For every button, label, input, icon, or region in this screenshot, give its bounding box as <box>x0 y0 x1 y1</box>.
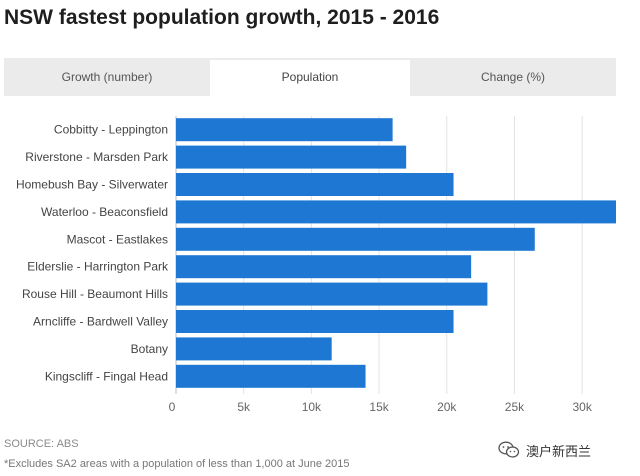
bar <box>176 337 332 361</box>
chart-title: NSW fastest population growth, 2015 - 20… <box>4 6 440 29</box>
bar-chart: Cobbitty - Leppington Riverstone - Marsde… <box>16 116 616 414</box>
category-label: Arncliffe - Bardwell Valley <box>33 315 168 329</box>
x-tick-label: 10k <box>302 400 322 414</box>
x-tick-label: 20k <box>437 400 457 414</box>
tab-population[interactable]: Population <box>210 60 410 96</box>
bar <box>176 364 366 388</box>
footnote: *Excludes SA2 areas with a population of… <box>4 458 350 470</box>
category-label: Cobbitty - Leppington <box>54 123 168 137</box>
category-label: Riverstone - Marsden Park <box>25 150 169 164</box>
category-label: Elderslie - Harrington Park <box>27 260 169 274</box>
x-tick-label: 0 <box>169 400 176 414</box>
watermark-text: 澳户新西兰 <box>526 444 592 460</box>
tab-growth-number[interactable]: Growth (number) <box>61 70 153 84</box>
bar <box>176 200 616 224</box>
tab-change-percent[interactable]: Change (%) <box>480 70 546 84</box>
bar <box>176 118 393 142</box>
x-tick-label: 30k <box>572 400 592 414</box>
category-label: Mascot - Eastlakes <box>67 232 168 246</box>
watermark: 澳户新西兰 <box>498 438 591 462</box>
bar <box>176 227 535 251</box>
bar <box>176 282 488 306</box>
category-label: Botany <box>131 342 168 356</box>
bar <box>176 255 472 279</box>
x-tick-label: 15k <box>369 400 389 414</box>
bar <box>176 310 454 333</box>
category-label: Rouse Hill - Beaumont Hills <box>22 287 168 301</box>
bar <box>176 173 454 196</box>
category-label: Kingscliff - Fingal Head <box>45 369 168 383</box>
tab-bar: Growth (number) Population Change (%) <box>4 58 616 96</box>
x-tick-label: 5k <box>237 400 251 414</box>
category-label: Homebush Bay - Silverwater <box>16 178 168 192</box>
bar <box>176 145 407 169</box>
x-tick-label: 25k <box>505 400 525 414</box>
source-note: SOURCE: ABS <box>4 438 79 450</box>
wechat-icon <box>498 441 520 458</box>
category-label: Waterloo - Beaconsfield <box>41 205 168 219</box>
